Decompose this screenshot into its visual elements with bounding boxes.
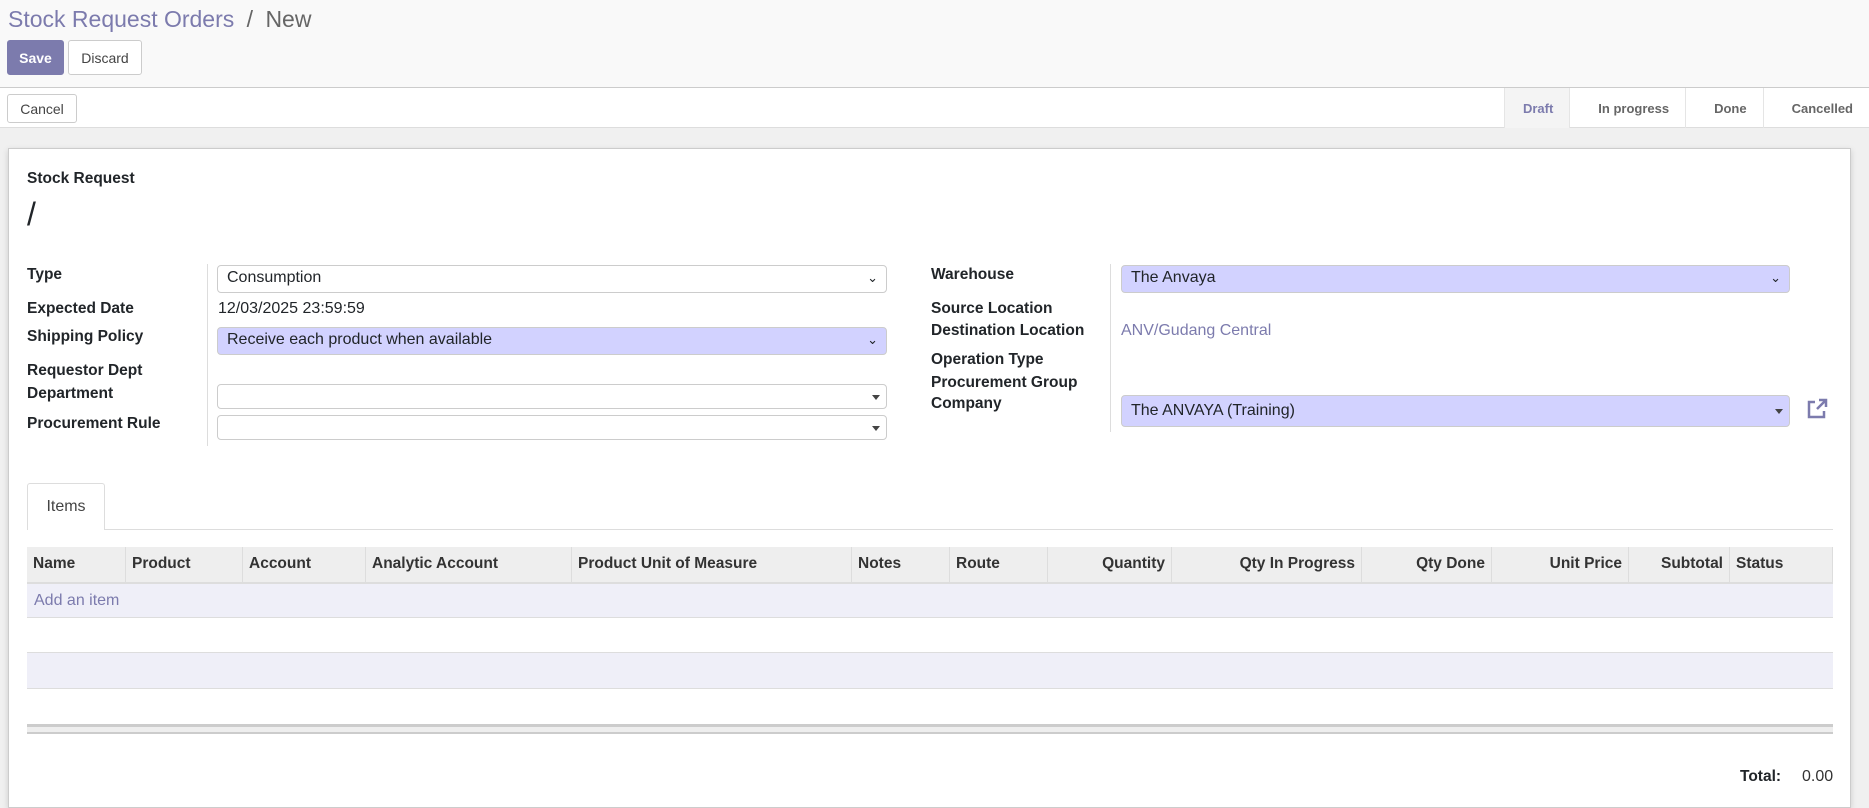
breadcrumb: Stock Request Orders / New: [8, 6, 311, 33]
chevron-down-icon: ⌄: [867, 270, 878, 285]
warehouse-select[interactable]: The Anvaya ⌄: [1121, 265, 1790, 293]
procurement-group-label: Procurement Group: [931, 374, 1078, 391]
company-value: The ANVAYA (Training): [1131, 402, 1295, 419]
column-header[interactable]: Status: [1730, 547, 1833, 582]
source-location-label: Source Location: [931, 300, 1053, 317]
column-header[interactable]: Quantity: [1048, 547, 1172, 582]
operation-type-label: Operation Type: [931, 351, 1044, 368]
cancel-button[interactable]: Cancel: [7, 94, 77, 123]
external-link-icon[interactable]: [1805, 397, 1829, 421]
warehouse-label: Warehouse: [931, 266, 1014, 283]
company-input[interactable]: The ANVAYA (Training): [1121, 395, 1790, 427]
chevron-down-icon: ⌄: [1770, 270, 1781, 285]
discard-button[interactable]: Discard: [68, 40, 142, 75]
table-row: [27, 618, 1833, 653]
column-header[interactable]: Subtotal: [1629, 547, 1730, 582]
expected-date-value[interactable]: 12/03/2025 23:59:59: [218, 300, 365, 317]
record-name: /: [27, 196, 36, 232]
control-panel: Stock Request Orders / New Save Discard: [0, 0, 1869, 88]
caret-down-icon: [872, 426, 880, 431]
tab-divider: [105, 529, 1833, 530]
column-header[interactable]: Analytic Account: [366, 547, 572, 582]
shipping-policy-value: Receive each product when available: [227, 331, 493, 348]
column-header[interactable]: Product Unit of Measure: [572, 547, 852, 582]
company-label: Company: [931, 395, 1002, 412]
save-button[interactable]: Save: [7, 40, 64, 75]
destination-location-label: Destination Location: [931, 322, 1085, 339]
column-header[interactable]: Qty In Progress: [1172, 547, 1362, 582]
type-select[interactable]: Consumption ⌄: [217, 265, 887, 293]
stage-in-progress[interactable]: In progress: [1569, 88, 1685, 128]
table-footer: [27, 724, 1833, 734]
table-row: [27, 653, 1833, 689]
divider: [1110, 264, 1111, 432]
stage-cancelled[interactable]: Cancelled: [1762, 88, 1869, 128]
tab-label: Items: [46, 498, 86, 515]
column-header[interactable]: Account: [243, 547, 366, 582]
expected-date-label: Expected Date: [27, 300, 134, 317]
stage-done[interactable]: Done: [1685, 88, 1763, 128]
status-bar: Cancel Draft In progress Done Cancelled: [0, 88, 1869, 128]
breadcrumb-current: New: [265, 6, 312, 32]
shipping-policy-label: Shipping Policy: [27, 328, 144, 345]
tab-items[interactable]: Items: [27, 483, 105, 530]
sheet-title-label: Stock Request: [27, 170, 135, 187]
table-row-add: Add an item: [27, 582, 1833, 618]
department-label: Department: [27, 385, 114, 402]
total-value: 0.00: [1802, 768, 1834, 785]
column-header[interactable]: Product: [126, 547, 243, 582]
status-stages: Draft In progress Done Cancelled: [1503, 88, 1869, 128]
chevron-down-icon: ⌄: [867, 332, 878, 347]
stage-draft[interactable]: Draft: [1503, 88, 1570, 128]
column-header[interactable]: Unit Price: [1492, 547, 1629, 582]
column-header[interactable]: Name: [27, 547, 126, 582]
procurement-rule-label: Procurement Rule: [27, 415, 161, 432]
type-label: Type: [27, 266, 63, 283]
column-header[interactable]: Qty Done: [1362, 547, 1492, 582]
divider: [207, 264, 208, 446]
table-row: [27, 689, 1833, 724]
add-item-link[interactable]: Add an item: [34, 592, 120, 609]
department-input[interactable]: [217, 384, 887, 409]
column-header[interactable]: Notes: [852, 547, 950, 582]
column-header[interactable]: Route: [950, 547, 1048, 582]
caret-down-icon: [872, 395, 880, 400]
procurement-rule-input[interactable]: [217, 415, 887, 440]
breadcrumb-separator: /: [246, 6, 254, 32]
shipping-policy-select[interactable]: Receive each product when available ⌄: [217, 327, 887, 355]
breadcrumb-parent[interactable]: Stock Request Orders: [8, 6, 235, 32]
total-label: Total:: [1740, 768, 1782, 785]
destination-location-link[interactable]: ANV/Gudang Central: [1121, 322, 1272, 339]
warehouse-value: The Anvaya: [1131, 269, 1216, 286]
type-value: Consumption: [227, 269, 322, 286]
caret-down-icon: [1775, 409, 1783, 414]
requestor-dept-label: Requestor Dept: [27, 362, 143, 379]
